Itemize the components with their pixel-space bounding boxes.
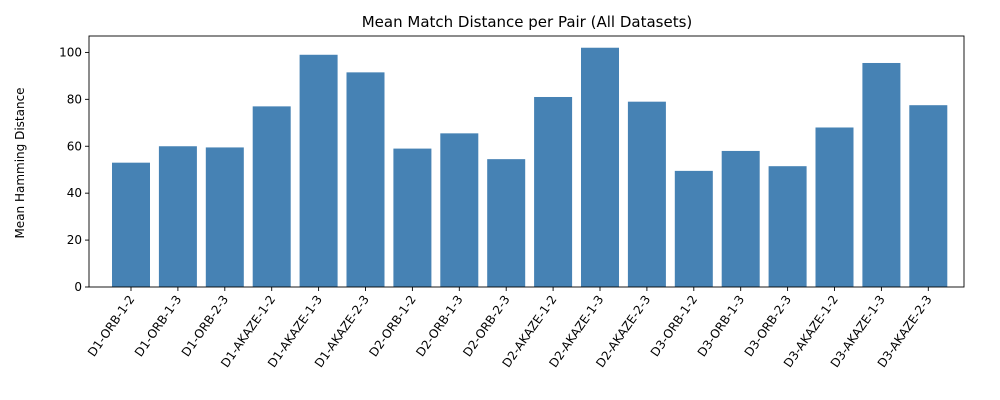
bar-d3-akaze-1-2 bbox=[815, 127, 854, 288]
bar-d1-orb-2-3 bbox=[205, 147, 244, 287]
x-tick-label: D1-ORB-1-2 bbox=[85, 293, 137, 360]
y-tick-label: 0 bbox=[74, 280, 82, 294]
plot-frame bbox=[88, 35, 965, 288]
y-tick-label: 60 bbox=[67, 139, 82, 153]
x-tick-label: D1-ORB-2-3 bbox=[179, 293, 231, 360]
bar-d2-orb-2-3 bbox=[487, 159, 526, 287]
bar-d2-akaze-1-2 bbox=[534, 96, 573, 288]
x-axis: D1-ORB-1-2D1-ORB-1-3D1-ORB-2-3D1-AKAZE-1… bbox=[85, 287, 935, 370]
bar-d2-orb-1-2 bbox=[393, 148, 432, 287]
x-tick-label: D3-ORB-2-3 bbox=[742, 293, 794, 360]
y-tick-label: 80 bbox=[67, 92, 82, 106]
bar-d3-orb-1-2 bbox=[674, 170, 713, 287]
bar-d3-orb-2-3 bbox=[768, 166, 807, 287]
bar-d1-akaze-2-3 bbox=[346, 72, 385, 287]
bar-d2-akaze-2-3 bbox=[627, 101, 666, 288]
x-tick-label: D2-ORB-1-2 bbox=[366, 293, 418, 360]
x-tick-label: D1-ORB-1-3 bbox=[132, 293, 184, 360]
bar-d2-orb-1-3 bbox=[440, 133, 479, 287]
x-tick-label: D3-ORB-1-2 bbox=[648, 293, 700, 360]
bar-d3-akaze-2-3 bbox=[909, 105, 948, 287]
y-tick-label: 100 bbox=[59, 45, 82, 59]
y-axis-label: Mean Hamming Distance bbox=[13, 87, 27, 238]
x-tick-label: D2-ORB-2-3 bbox=[460, 293, 512, 360]
bar-d3-akaze-1-3 bbox=[862, 62, 901, 288]
bar-d1-orb-1-3 bbox=[158, 146, 197, 287]
bar-d1-akaze-1-2 bbox=[252, 106, 291, 288]
x-tick-label: D2-ORB-1-3 bbox=[413, 293, 465, 360]
bar-d2-akaze-1-3 bbox=[581, 47, 619, 288]
bar-d3-orb-1-3 bbox=[721, 150, 760, 287]
y-tick-label: 40 bbox=[67, 186, 82, 200]
y-tick-label: 20 bbox=[67, 233, 82, 247]
y-axis: 0 20 40 60 80 100 bbox=[59, 45, 89, 294]
bar-d1-akaze-1-3 bbox=[299, 54, 338, 287]
bars-group bbox=[112, 47, 948, 288]
x-tick-label: D3-ORB-1-3 bbox=[695, 293, 747, 360]
bar-d1-orb-1-2 bbox=[112, 162, 150, 287]
chart-title: Mean Match Distance per Pair (All Datase… bbox=[362, 13, 693, 31]
